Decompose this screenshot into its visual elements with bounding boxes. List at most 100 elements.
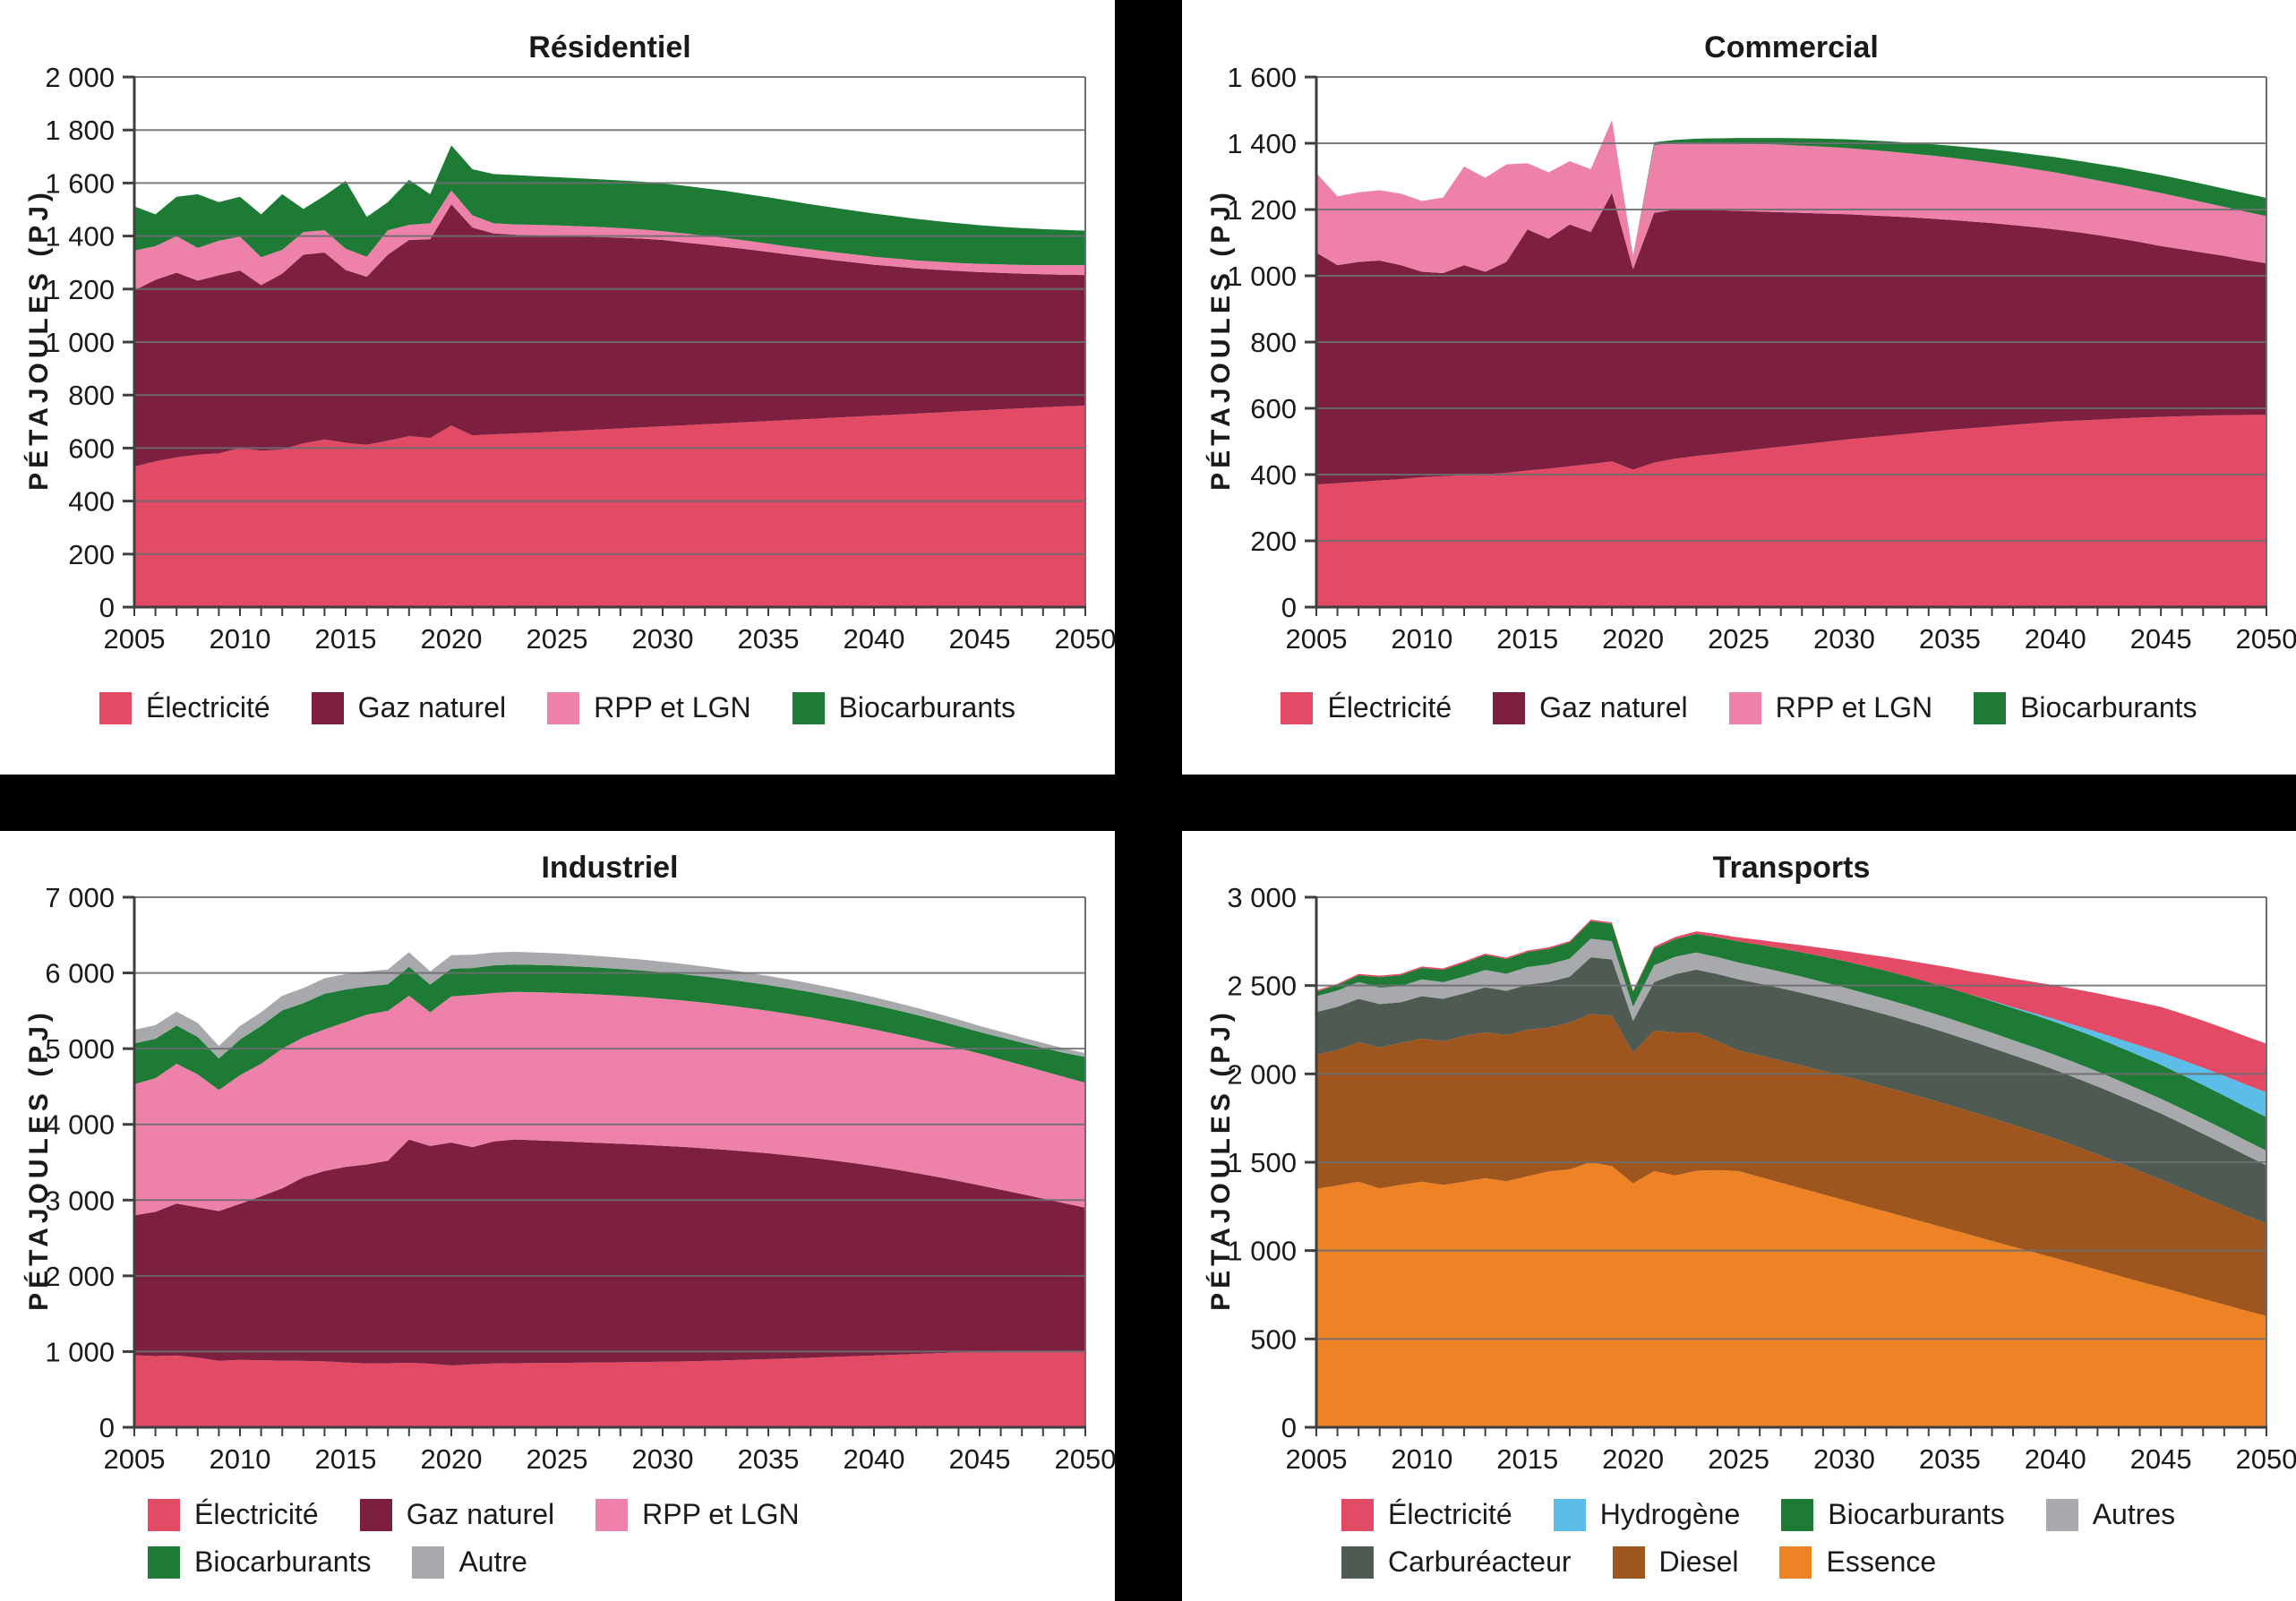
y-tick-label: 1 000 [1227, 1236, 1297, 1267]
area-biocarburants [134, 964, 1085, 1091]
area-gaz-naturel [1316, 193, 2266, 485]
legend-label: Électricité [145, 691, 270, 723]
y-tick-label: 200 [1250, 526, 1297, 557]
legend-label: Biocarburants [838, 691, 1016, 723]
y-tick-label: 1 000 [1227, 261, 1297, 292]
legend-label: Électricité [194, 1498, 319, 1530]
y-axis-label: PÉTAJOULES (PJ) [24, 188, 54, 491]
y-tick-label: 2 000 [1227, 1058, 1297, 1090]
area-electricite [134, 1350, 1085, 1427]
x-tick-label: 2050 [1055, 1443, 1115, 1475]
legend-swatch-electricite [99, 691, 132, 724]
legend-swatch-electricite [1341, 1498, 1374, 1531]
y-axis-label: PÉTAJOULES (PJ) [1206, 1008, 1236, 1311]
chart-title: Transports [1712, 851, 1871, 885]
chart-transports: 0 500 1 000 1 500 2 000 2 500 3 000 2005 2010 201… [1182, 831, 2296, 1601]
legend-label: Biocarburants [1828, 1498, 2005, 1530]
area-autre [134, 952, 1085, 1059]
legend-item: Électricité [1281, 691, 1452, 724]
y-tick-label: 0 [1281, 1412, 1297, 1443]
x-tick-label: 2045 [2130, 1443, 2192, 1475]
legend-swatch-rpp-et-lgn [595, 1498, 629, 1531]
legend-item: Électricité [148, 1498, 319, 1531]
legend-label: Gaz naturel [406, 1498, 555, 1530]
y-tick-label: 400 [1250, 459, 1297, 491]
legend-swatch-biocarburants [792, 691, 825, 724]
y-tick-label: 3 000 [45, 1185, 115, 1216]
x-tick-label: 2020 [1602, 1443, 1664, 1475]
legend-label: Autres [2092, 1498, 2176, 1530]
x-tick-label: 2045 [949, 623, 1011, 655]
y-tick-label: 2 000 [45, 1261, 115, 1292]
y-tick-label: 800 [68, 380, 115, 411]
commercial-plot-svg: 0 200 400 600 800 1 000 1 200 1 400 1 600 2005 201… [1227, 62, 2296, 655]
y-tick-label: 4 000 [45, 1109, 115, 1141]
y-axis-label: PÉTAJOULES (PJ) [24, 1008, 54, 1311]
x-tick-label: 2030 [632, 1443, 694, 1475]
legend-item: Biocarburants [1974, 691, 2197, 724]
x-tick-label: 2010 [1391, 623, 1452, 655]
area-electricite [1316, 920, 2266, 1093]
x-tick-label: 2015 [315, 623, 377, 655]
y-tick-label: 5 000 [45, 1033, 115, 1065]
y-tick-label: 200 [68, 539, 115, 570]
x-tick-label: 2035 [738, 623, 800, 655]
legend-label: Essence [1826, 1545, 1937, 1578]
x-tick-label: 2045 [2130, 623, 2192, 655]
legend-label: Électricité [1388, 1498, 1512, 1530]
legend-label: Biocarburants [2020, 691, 2197, 723]
legend-item: Diesel [1612, 1545, 1738, 1579]
legend-swatch-carbureacteur [1341, 1545, 1374, 1579]
y-tick-label: 500 [1250, 1323, 1297, 1355]
area-rpp-et-lgn [134, 991, 1085, 1216]
legend-row: Électricité Gaz naturel RPP et LGN [148, 1498, 800, 1531]
y-tick-label: 7 000 [45, 882, 115, 913]
chart-residentiel: 0 200 400 600 800 1 000 1 200 1 400 1 600 1 800 2 … [0, 0, 1115, 775]
x-tick-label: 2010 [210, 623, 271, 655]
legend-label: RPP et LGN [642, 1498, 800, 1530]
area-carbureacteur [1316, 957, 2266, 1224]
legend-label: RPP et LGN [1775, 691, 1933, 723]
legend-item: Biocarburants [1781, 1498, 2005, 1531]
legend-swatch-gaz-naturel [1493, 691, 1526, 724]
y-tick-label: 1 800 [45, 115, 115, 146]
legend-swatch-essence [1779, 1545, 1812, 1579]
legend-item: RPP et LGN [595, 1498, 800, 1531]
x-tick-label: 2030 [1813, 1443, 1875, 1475]
divider-horizontal-bar [0, 775, 2296, 831]
chart-industriel: 0 1 000 2 000 3 000 4 000 5 000 6 000 7 000 2005… [0, 831, 1115, 1601]
y-tick-label: 1 400 [45, 221, 115, 253]
x-tick-label: 2035 [738, 1443, 800, 1475]
y-tick-label: 1 600 [45, 167, 115, 199]
x-tick-label: 2020 [421, 1443, 483, 1475]
legend-item: Carburéacteur [1341, 1545, 1572, 1579]
legend-item: Biocarburants [148, 1545, 371, 1579]
area-autres [1316, 938, 2266, 1166]
y-tick-label: 3 000 [1227, 882, 1297, 913]
x-tick-label: 2005 [104, 623, 166, 655]
area-electricite [1316, 415, 2266, 607]
legend-item: Autre [412, 1545, 527, 1579]
legend-item: Électricité [1341, 1498, 1512, 1531]
y-tick-label: 1 200 [45, 274, 115, 305]
area-gaz-naturel [134, 1139, 1085, 1366]
legend-label: Autre [458, 1545, 527, 1578]
y-tick-label: 1 400 [1227, 128, 1297, 159]
legend-item: Biocarburants [792, 691, 1015, 724]
x-tick-label: 2005 [1286, 623, 1348, 655]
x-tick-label: 2040 [844, 1443, 905, 1475]
x-tick-label: 2005 [1286, 1443, 1348, 1475]
legend-label: Gaz naturel [357, 691, 507, 723]
legend-item: RPP et LGN [1728, 691, 1933, 724]
legend-swatch-hydrogene [1553, 1498, 1586, 1531]
y-axis-label: PÉTAJOULES (PJ) [1206, 188, 1236, 491]
legend-swatch-electricite [1281, 691, 1314, 724]
legend-swatch-rpp-et-lgn [547, 691, 580, 724]
x-tick-label: 2020 [1602, 623, 1664, 655]
legend-label: Électricité [1327, 691, 1452, 723]
transports-plot-svg: 0 500 1 000 1 500 2 000 2 500 3 000 2005 2010 201… [1227, 882, 2296, 1475]
legend-item: Électricité [99, 691, 270, 724]
legend-swatch-biocarburants [148, 1545, 180, 1579]
chart-title: Commercial [1704, 30, 1879, 64]
y-tick-label: 400 [68, 486, 115, 518]
